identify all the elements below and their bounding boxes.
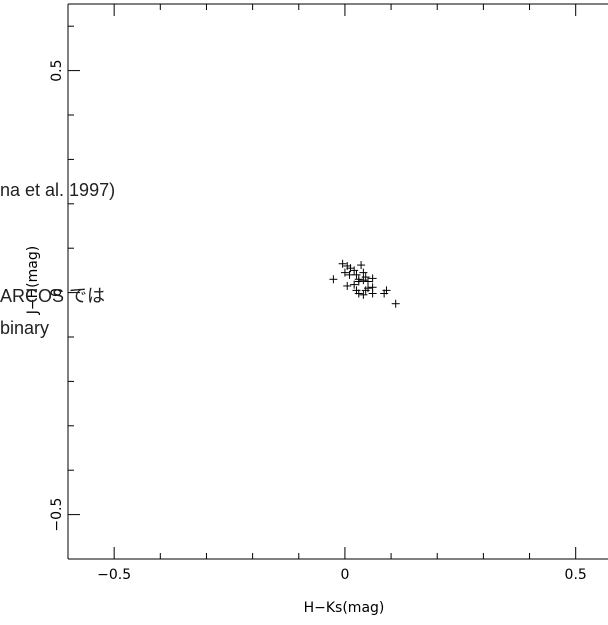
overlay-text-binary: binary (0, 318, 50, 338)
data-point (345, 270, 354, 279)
data-point (343, 281, 352, 290)
data-point (368, 289, 377, 298)
x-tick-label: −0.5 (97, 567, 131, 583)
data-point (329, 275, 338, 284)
y-tick-label: −0.5 (49, 498, 65, 532)
data-point (352, 270, 361, 279)
data-point (350, 280, 359, 289)
data-points (329, 259, 400, 308)
x-tick-label: 0 (340, 567, 349, 583)
data-point (359, 268, 368, 277)
data-point (359, 276, 368, 285)
overlay-text-arcos: ARCOS では (0, 286, 106, 306)
overlay-text-citation: na et al. 1997) (0, 180, 116, 200)
y-tick-label: 0.5 (49, 59, 65, 81)
data-point (391, 299, 400, 308)
data-point (380, 289, 389, 298)
data-point (361, 286, 370, 295)
data-point (368, 274, 377, 283)
y-axis-label: J−H(mag) (25, 246, 41, 315)
data-point (338, 259, 347, 268)
data-point (350, 266, 359, 275)
y-tick-label: 0 (49, 288, 65, 297)
data-point (354, 277, 363, 286)
data-point (340, 268, 349, 277)
plot-frame (67, 3, 608, 560)
data-point (357, 261, 366, 270)
axis-ticks (67, 4, 577, 560)
data-point (354, 289, 363, 298)
tick-labels: −0.5 0 0.5 −0.5 0 0.5 (49, 59, 587, 583)
x-axis-label: H−Ks(mag) (304, 600, 385, 616)
x-tick-label: 0.5 (565, 567, 587, 583)
data-point (359, 290, 368, 299)
